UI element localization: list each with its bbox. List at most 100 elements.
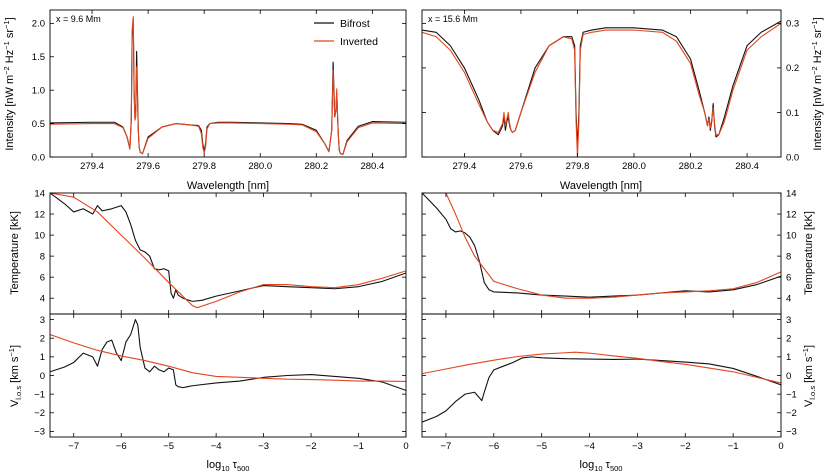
temperature-left-series-bifrost-line xyxy=(50,193,406,302)
ylabel-intensity-left-part: Hz xyxy=(4,50,16,67)
spectrum-left-frame xyxy=(49,9,407,158)
spectrum-left-series-group xyxy=(50,16,406,155)
spectrum-left-ytick-label: 2.0 xyxy=(32,19,45,30)
ylabel-intensity-right-part: Intensity [nW m xyxy=(812,75,824,151)
spectrum-right-ytick-label: 0.3 xyxy=(786,19,799,30)
velocity-left-xtick-label: −4 xyxy=(211,441,222,452)
velocity-left-xtick-label: −7 xyxy=(68,441,79,452)
velocity-left-ytick-label: 1 xyxy=(40,352,45,363)
xlabel-logtau-left-part: log xyxy=(207,459,222,471)
ylabel-velocity-right-part: ] xyxy=(803,345,815,348)
velocity-right-xtick-label: −5 xyxy=(536,441,547,452)
ylabel-intensity-right-part: ] xyxy=(812,17,824,20)
velocity-right-series-group xyxy=(422,351,781,423)
velocity-left-frame xyxy=(49,313,407,438)
spectrum-left-panel: 0.0 0.5 1.0 1.5 2.0 279.4 279.6 279.8 280.0 280.2… xyxy=(32,9,407,172)
temperature-right-ytick-label: 10 xyxy=(786,230,797,241)
spectrum-left-xtick-label: 280.0 xyxy=(248,161,272,172)
velocity-right-series-bifrost-line xyxy=(422,356,781,423)
velocity-right-ytick-label: 0 xyxy=(786,371,791,382)
spectrum-right-ytick-label: 0.1 xyxy=(786,108,799,119)
velocity-left-xtick-label: −5 xyxy=(163,441,174,452)
velocity-left-ytick-label: 2 xyxy=(40,334,45,345)
annotation-position-left: x = 9.6 Mm xyxy=(56,14,101,24)
spectrum-left-ytick-label: 0.0 xyxy=(32,152,45,163)
spectrum-right-xtick-label: 280.0 xyxy=(622,161,646,172)
ylabel-intensity-left-part: −1 xyxy=(2,41,11,50)
ylabel-velocity-left-part: −1 xyxy=(7,348,16,357)
temperature-right-ytick-label: 8 xyxy=(786,251,791,262)
temperature-left-series-inverted-line xyxy=(50,193,406,309)
temperature-left-ytick-label: 12 xyxy=(34,209,45,220)
temperature-left-ytick-label: 8 xyxy=(40,251,45,262)
velocity-left-ytick-label: −1 xyxy=(34,389,45,400)
xlabel-logtau-right: log10 τ500 xyxy=(580,459,623,473)
ylabel-intensity-right-part: −1 xyxy=(810,20,819,29)
temperature-right-series-bifrost-line xyxy=(422,193,781,298)
xlabel-logtau-left-part: 500 xyxy=(237,464,250,473)
spectrum-left-xtick-label: 279.6 xyxy=(136,161,160,172)
velocity-right-panel: −3 −2 −1 0 1 2 3 −7 −6 −5 −4 −3 −2 −1 0 xyxy=(421,313,797,452)
spectrum-right-xtick-label: 279.6 xyxy=(509,161,533,172)
ylabel-intensity-left-part: ] xyxy=(4,17,16,20)
velocity-right-ytick-label: −3 xyxy=(786,427,797,438)
velocity-left-xtick-label: −3 xyxy=(258,441,269,452)
legend-label-inverted: Inverted xyxy=(340,36,378,48)
velocity-right-series-inverted-line xyxy=(422,351,781,384)
legend: Bifrost Inverted xyxy=(314,18,378,48)
velocity-right-xtick-label: −1 xyxy=(728,441,739,452)
spectrum-left-xtick-label: 279.4 xyxy=(80,161,104,172)
velocity-right-xtick-label: −2 xyxy=(680,441,691,452)
ylabel-temperature-right: Temperature [kK] xyxy=(803,211,815,295)
spectrum-left-ytick-label: 1.0 xyxy=(32,85,45,96)
spectrum-right-series-group xyxy=(422,20,781,157)
ylabel-velocity-right: Vl.o.s [km s−1] xyxy=(801,345,817,407)
spectrum-right-ytick-label: 0.0 xyxy=(786,152,799,163)
ylabel-velocity-right-part: V xyxy=(803,399,815,407)
temperature-left-ytick-label: 6 xyxy=(40,272,45,283)
ylabel-velocity-right-part: −1 xyxy=(801,348,810,357)
velocity-left-ytick-label: −2 xyxy=(34,408,45,419)
velocity-right-xtick-label: −7 xyxy=(441,441,452,452)
ylabel-intensity-left: Intensity [nW m−2 Hz−1 sr−1] xyxy=(2,17,16,150)
velocity-right-xtick-label: −4 xyxy=(584,441,595,452)
velocity-right-ytick-label: −2 xyxy=(786,408,797,419)
temperature-right-ytick-label: 12 xyxy=(786,209,797,220)
ylabel-velocity-left-part: l.o.s xyxy=(14,386,23,400)
spectrum-left-xtick-label: 280.4 xyxy=(360,161,384,172)
temperature-right-ytick-label: 4 xyxy=(786,294,791,305)
spectrum-left-xtick-label: 280.2 xyxy=(304,161,328,172)
ylabel-velocity-right-part: [km s xyxy=(803,356,815,386)
temperature-right-series-group xyxy=(422,193,781,299)
velocity-left-xtick-label: 0 xyxy=(403,441,408,452)
velocity-right-frame xyxy=(421,313,782,438)
xlabel-logtau-left: log10 τ500 xyxy=(207,459,250,473)
velocity-right-ytick-label: 3 xyxy=(786,315,791,326)
velocity-left-panel: −3 −2 −1 0 1 2 3 −7 −6 −5 −4 −3 −2 −1 0 xyxy=(34,313,409,452)
velocity-left-xtick-label: −1 xyxy=(353,441,364,452)
temperature-left-series-group xyxy=(50,193,406,309)
ylabel-intensity-right: Intensity [nW m−2 Hz−1 sr−1] xyxy=(810,17,824,150)
ylabel-intensity-right-part: sr xyxy=(812,29,824,42)
ylabel-intensity-left-part: sr xyxy=(4,29,16,42)
xlabel-wavelength-right: Wavelength [nm] xyxy=(560,180,642,192)
ylabel-intensity-right-part: −1 xyxy=(810,41,819,50)
ylabel-intensity-right-part: Hz xyxy=(812,50,824,67)
velocity-right-ytick-label: −1 xyxy=(786,389,797,400)
spectrum-right-xtick-label: 280.2 xyxy=(679,161,703,172)
ylabel-intensity-left-part: −1 xyxy=(2,20,11,29)
temperature-left-ytick-label: 10 xyxy=(34,230,45,241)
velocity-left-xtick-label: −6 xyxy=(116,441,127,452)
velocity-left-xtick-label: −2 xyxy=(306,441,317,452)
ylabel-velocity-left-part: [km s xyxy=(9,356,21,386)
spectrum-right-panel: 0.0 0.1 0.2 0.3 279.4 279.6 279.8 280.0 280.2 280… xyxy=(421,9,799,172)
spectrum-left-ytick-label: 1.5 xyxy=(32,52,45,63)
velocity-right-xtick-label: −6 xyxy=(488,441,499,452)
spectrum-right-xtick-label: 280.4 xyxy=(735,161,759,172)
temperature-left-ytick-label: 14 xyxy=(34,188,45,199)
velocity-right-ytick-label: 1 xyxy=(786,352,791,363)
velocity-right-xtick-label: −3 xyxy=(632,441,643,452)
ylabel-intensity-left-part: Intensity [nW m xyxy=(4,75,16,151)
spectrum-right-frame xyxy=(421,9,782,158)
axis-labels: Wavelength [nm] Wavelength [nm] Intensity … xyxy=(2,14,824,473)
